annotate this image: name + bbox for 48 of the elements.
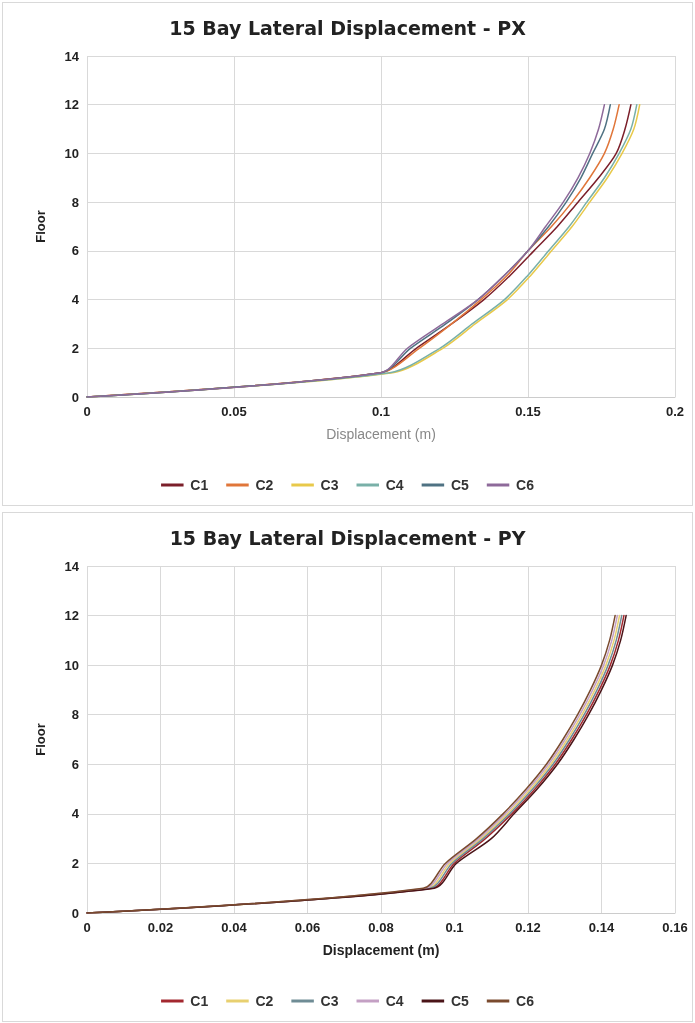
chart-title: 15 Bay Lateral Displacement - PY bbox=[169, 526, 526, 549]
y-tick-label: 4 bbox=[71, 292, 80, 308]
y-tick-label: 2 bbox=[71, 855, 79, 871]
x-tick-label: 0.1 bbox=[371, 404, 391, 419]
x-tick-label: 0.16 bbox=[662, 920, 688, 935]
legend-label: C5 bbox=[450, 477, 470, 493]
y-axis-title: Floor bbox=[33, 210, 48, 243]
legend-label: C3 bbox=[320, 477, 339, 493]
x-tick-label: 0.15 bbox=[515, 404, 541, 419]
legend-label: C5 bbox=[450, 993, 470, 1009]
x-axis-title: Displacement (m) bbox=[326, 426, 436, 442]
y-tick-label: 14 bbox=[64, 558, 80, 574]
x-tick-label: 0.04 bbox=[221, 920, 248, 935]
y-tick-label: 8 bbox=[71, 707, 79, 723]
x-tick-label: 0.14 bbox=[588, 920, 615, 935]
x-tick-label: 0.1 bbox=[445, 920, 464, 935]
x-tick-label: 0.2 bbox=[665, 404, 685, 419]
x-tick-label: 0.08 bbox=[368, 920, 394, 935]
y-tick-label: 12 bbox=[64, 608, 79, 624]
legend-label: C6 bbox=[516, 993, 535, 1009]
y-tick-label: 4 bbox=[71, 806, 80, 822]
x-tick-label: 0.05 bbox=[221, 404, 247, 419]
x-tick-label: 0 bbox=[83, 404, 91, 419]
y-tick-label: 12 bbox=[64, 97, 79, 113]
legend-label: C2 bbox=[255, 993, 274, 1009]
x-tick-label: 0.02 bbox=[147, 920, 174, 935]
y-tick-label: 10 bbox=[64, 657, 79, 673]
legend-label: C6 bbox=[516, 477, 535, 493]
x-tick-label: 0 bbox=[83, 920, 91, 935]
legend-label: C1 bbox=[190, 993, 209, 1009]
y-tick-label: 10 bbox=[64, 145, 79, 161]
legend-label: C4 bbox=[385, 477, 404, 493]
y-tick-label: 6 bbox=[71, 243, 79, 259]
y-tick-label: 14 bbox=[64, 48, 80, 64]
x-axis-title: Displacement (m) bbox=[322, 942, 440, 958]
legend-label: C4 bbox=[385, 993, 404, 1009]
x-tick-label: 0.12 bbox=[515, 920, 541, 935]
y-tick-label: 0 bbox=[71, 389, 79, 405]
y-tick-label: 8 bbox=[71, 194, 79, 210]
legend-label: C3 bbox=[320, 993, 339, 1009]
legend-label: C1 bbox=[190, 477, 209, 493]
chart-title: 15 Bay Lateral Displacement - PX bbox=[169, 16, 527, 39]
y-tick-label: 6 bbox=[71, 756, 79, 772]
legend-label: C2 bbox=[255, 477, 274, 493]
y-tick-label: 2 bbox=[71, 340, 79, 356]
y-axis-title: Floor bbox=[33, 723, 48, 756]
x-tick-label: 0.06 bbox=[294, 920, 321, 935]
y-tick-label: 0 bbox=[71, 905, 79, 921]
